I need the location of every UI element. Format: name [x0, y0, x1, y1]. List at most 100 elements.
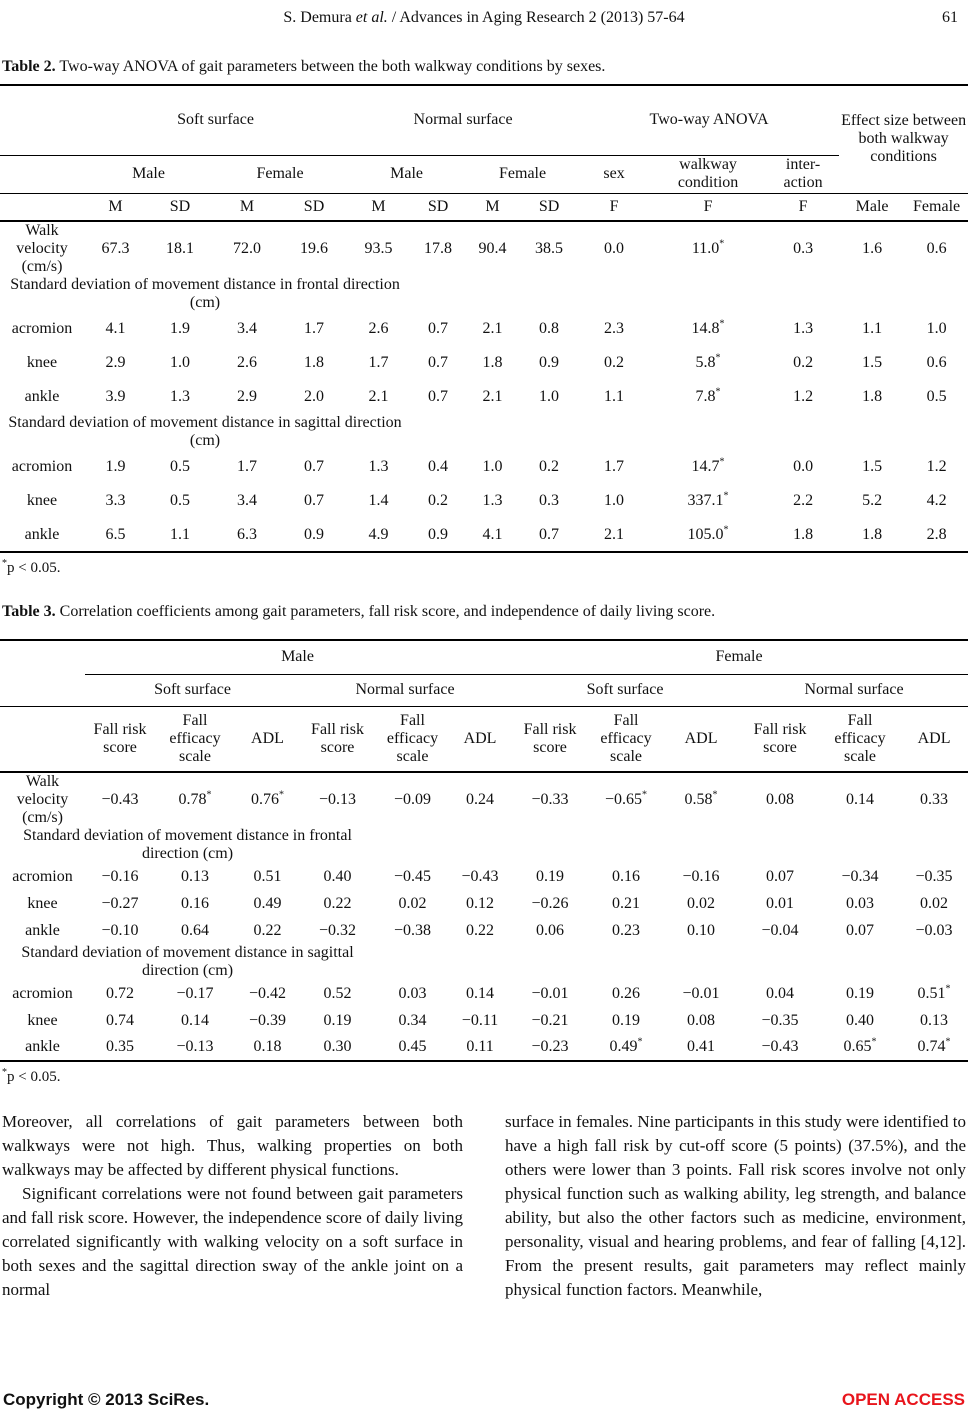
value-cell: −0.65* — [605, 789, 648, 808]
value-cell: 4.2 — [926, 492, 947, 509]
col-header-fall-risk-score: Fall risk score — [510, 706, 591, 773]
value-cell: 2.1 — [368, 388, 389, 405]
col-header: SD — [519, 193, 580, 222]
value-cell: 1.8 — [793, 525, 814, 543]
value-cell: 90.4 — [478, 240, 507, 257]
value-cell: 0.40 — [323, 867, 352, 885]
value-cell: −0.43 — [761, 1038, 799, 1055]
col-header: SD — [281, 193, 348, 222]
col-header: M — [84, 193, 147, 222]
col-header-adl: ADL — [450, 706, 511, 773]
value-cell: −0.13 — [318, 791, 357, 808]
data-row: acromion 1.9 0.5 1.7 0.7 1.3 0.4 1.0 0.2 1.7 14.7*… — [0, 450, 968, 484]
value-cell: 0.23 — [612, 921, 641, 939]
value-cell: 0.21 — [612, 894, 641, 912]
value-cell: −0.10 — [101, 921, 139, 939]
value-cell: 1.9 — [170, 320, 190, 337]
value-cell: 2.8 — [926, 525, 947, 543]
value-cell: 5.8* — [695, 352, 721, 371]
value-cell: 93.5 — [364, 240, 393, 257]
value-cell: −0.39 — [248, 1011, 287, 1029]
header-spacer — [0, 85, 84, 156]
col-header: M — [347, 193, 411, 222]
value-cell: 0.2 — [604, 354, 625, 371]
value-cell: 1.0 — [482, 458, 503, 475]
value-cell: 0.51* — [917, 983, 951, 1002]
row-label: Walk velocity (cm/s) — [16, 773, 69, 826]
value-cell: 72.0 — [233, 240, 261, 257]
value-cell: 7.8* — [695, 386, 721, 405]
table3-group-row: Male Female — [0, 640, 968, 675]
row-label: ankle — [24, 388, 60, 405]
significance-marker: * — [279, 789, 284, 801]
row-label: Walk velocity (cm/s) — [16, 222, 68, 275]
running-head-citation: S. Demura et al. / Advances in Aging Res… — [0, 9, 968, 27]
value-cell: 0.35 — [106, 1038, 134, 1055]
col-header: Male — [839, 193, 906, 222]
row-label: acromion — [12, 867, 73, 885]
value-cell: 0.08 — [687, 1011, 716, 1029]
effect-size-header: Effect size between both walkway conditi… — [839, 85, 968, 194]
value-cell: 0.5 — [926, 388, 947, 405]
value-cell: −0.23 — [531, 1038, 569, 1055]
value-cell: 3.4 — [237, 492, 257, 509]
value-cell: 1.8 — [482, 354, 503, 371]
value-cell: 0.7 — [539, 525, 560, 543]
value-cell: 67.3 — [101, 240, 130, 257]
data-row: knee −0.27 0.16 0.49 0.22 0.02 0.12 −0.26 0.21 0.… — [0, 890, 968, 917]
value-cell: 2.6 — [368, 320, 389, 337]
value-cell: 0.22 — [466, 921, 495, 939]
section-label: Standard deviation of movement distance … — [23, 827, 352, 862]
value-cell: −0.11 — [461, 1011, 499, 1029]
data-row: knee 3.3 0.5 3.4 0.7 1.4 0.2 1.3 0.3 1.0 337.1* 2.2… — [0, 484, 968, 518]
value-cell: 2.3 — [604, 320, 625, 337]
value-cell: 0.0 — [793, 458, 814, 475]
significance-marker: * — [723, 524, 729, 536]
right-column: surface in females. Nine participants in… — [505, 1110, 966, 1302]
soft-surface-header: Soft surface — [510, 674, 741, 707]
value-cell: 0.19 — [536, 867, 565, 885]
value-cell: 0.65* — [843, 1036, 877, 1055]
value-cell: −0.35 — [761, 1011, 799, 1029]
value-cell: −0.17 — [176, 984, 214, 1002]
value-cell: 18.1 — [166, 240, 194, 257]
data-row: ankle 6.5 1.1 6.3 0.9 4.9 0.9 4.1 0.7 2.1 105.0* 1.… — [0, 518, 968, 552]
value-cell: 1.3 — [368, 458, 389, 475]
header-spacer — [0, 706, 85, 773]
row-label: ankle — [25, 1038, 60, 1055]
value-cell: −0.04 — [761, 921, 799, 939]
value-cell: 1.8 — [862, 388, 883, 405]
value-cell: 0.14 — [846, 791, 875, 808]
header-spacer — [0, 674, 85, 707]
value-cell: 0.2 — [793, 354, 814, 371]
value-cell: 0.16 — [181, 894, 209, 912]
significance-marker: * — [719, 318, 725, 330]
table2-anova: Soft surface Normal surface Two-way ANOV… — [0, 84, 968, 553]
page-number: 61 — [942, 9, 958, 26]
col-header: M — [466, 193, 520, 222]
sub-header-walkway-condition: walkway condition — [649, 155, 768, 194]
value-cell: 2.0 — [304, 388, 325, 405]
sub-header-female: Female — [213, 155, 348, 194]
data-row: ankle −0.10 0.64 0.22 −0.32 −0.38 0.22 0.06 0.23… — [0, 917, 968, 944]
significance-marker: * — [871, 1036, 877, 1048]
value-cell: −0.13 — [176, 1038, 214, 1055]
value-cell: 0.14 — [466, 984, 495, 1002]
value-cell: 0.14 — [181, 1011, 209, 1029]
value-cell: 1.3 — [482, 492, 503, 509]
male-group-header: Male — [85, 640, 511, 675]
running-head: S. Demura et al. / Advances in Aging Res… — [0, 0, 968, 32]
value-cell: 0.13 — [920, 1011, 949, 1029]
value-cell: 0.03 — [846, 894, 875, 912]
value-cell: 0.10 — [687, 921, 716, 939]
value-cell: 19.6 — [300, 240, 329, 257]
value-cell: 0.11 — [466, 1038, 494, 1055]
value-cell: 1.1 — [170, 525, 190, 543]
value-cell: 6.3 — [237, 525, 257, 543]
value-cell: −0.01 — [682, 984, 720, 1002]
footnote-marker: * — [2, 1067, 7, 1078]
value-cell: 0.52 — [323, 984, 352, 1002]
col-header-fall-efficacy-scale: Fall efficacy scale — [590, 706, 663, 773]
value-cell: 5.2 — [862, 492, 883, 509]
value-cell: 1.3 — [793, 320, 814, 337]
